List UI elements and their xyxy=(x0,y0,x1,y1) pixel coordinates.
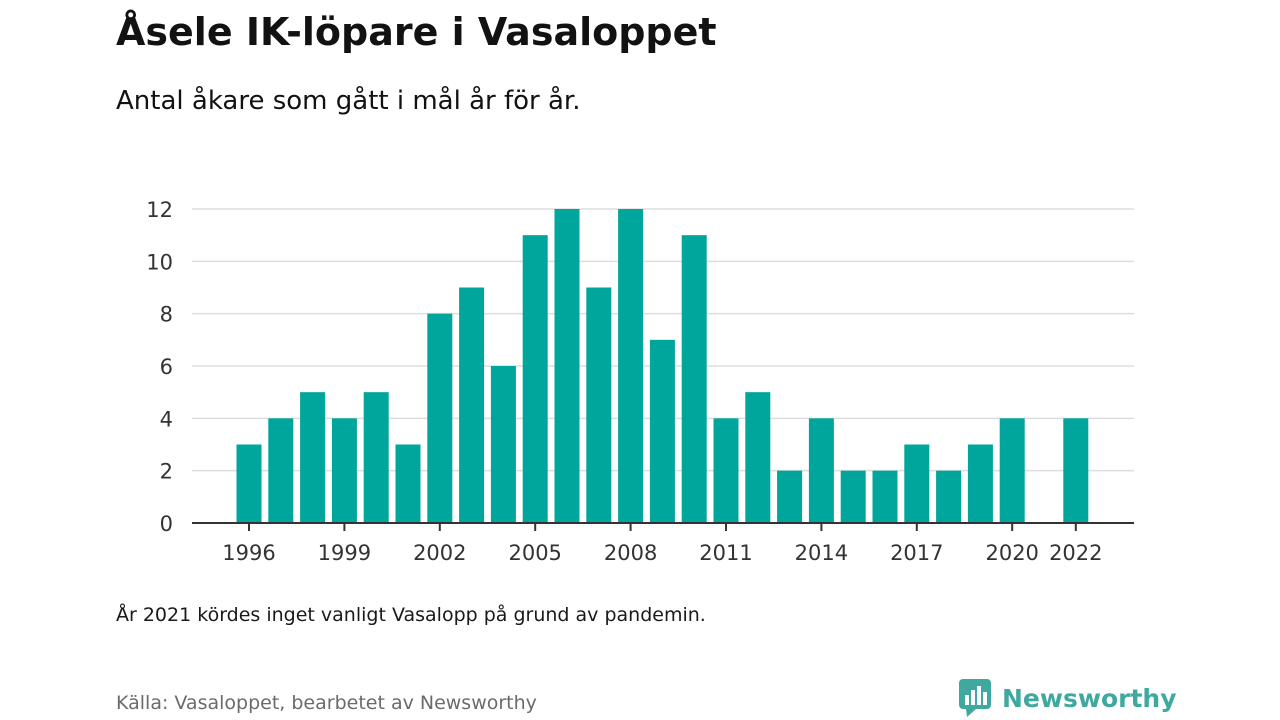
bar-1997 xyxy=(268,418,294,523)
x-tick-label: 1999 xyxy=(318,541,371,565)
bar-2005 xyxy=(522,235,548,523)
bar-2015 xyxy=(840,470,866,523)
bar-2004 xyxy=(490,366,516,523)
x-tick-label: 2011 xyxy=(699,541,752,565)
bars xyxy=(236,209,1089,523)
y-tick-label: 8 xyxy=(160,303,173,327)
bar-2014 xyxy=(808,418,834,523)
logo-text: Newsworthy xyxy=(1002,683,1177,713)
bar-2016 xyxy=(872,470,898,523)
bar-chart: 0 2 4 6 8 10 12 1996 1999 2002 2005 2008 2011 2014 20… xyxy=(146,198,1134,565)
bar-2012 xyxy=(745,392,771,523)
y-axis-labels: 0 2 4 6 8 10 12 xyxy=(146,198,173,536)
bar-2008 xyxy=(618,209,644,523)
chart-title: Åsele IK-löpare i Vasaloppet xyxy=(116,10,717,54)
bar-2002 xyxy=(427,313,453,523)
y-tick-label: 10 xyxy=(146,250,173,274)
bar-2022 xyxy=(1063,418,1089,523)
x-axis-labels: 1996 1999 2002 2005 2008 2011 2014 2017 2020 2022 xyxy=(222,541,1102,565)
chart-note: År 2021 kördes inget vanligt Vasalopp på… xyxy=(116,604,706,626)
bar-1998 xyxy=(300,392,326,523)
bar-2013 xyxy=(777,470,803,523)
x-tick-label: 2002 xyxy=(413,541,466,565)
y-tick-label: 12 xyxy=(146,198,173,222)
x-tick-label: 1996 xyxy=(222,541,275,565)
bar-2001 xyxy=(395,444,421,523)
bar-2011 xyxy=(713,418,739,523)
bar-2017 xyxy=(904,444,930,523)
x-tick-label: 2017 xyxy=(890,541,943,565)
chart-bubble-icon xyxy=(959,679,991,717)
x-tick-label: 2005 xyxy=(508,541,561,565)
chart-subtitle: Antal åkare som gått i mål år för år. xyxy=(116,86,581,116)
bar-2010 xyxy=(681,235,707,523)
y-tick-label: 0 xyxy=(160,512,173,536)
bar-2009 xyxy=(649,339,675,523)
bar-2018 xyxy=(936,470,962,523)
x-tick-label: 2020 xyxy=(985,541,1038,565)
bar-1996 xyxy=(236,444,262,523)
source-credit: Källa: Vasaloppet, bearbetet av Newswort… xyxy=(116,692,537,714)
y-tick-label: 2 xyxy=(160,460,173,484)
x-axis xyxy=(192,522,1134,531)
bar-2007 xyxy=(586,287,612,523)
newsworthy-logo: Newsworthy xyxy=(958,678,1177,718)
x-tick-label: 2014 xyxy=(795,541,848,565)
bar-2003 xyxy=(459,287,485,523)
bar-2000 xyxy=(363,392,389,523)
bar-2019 xyxy=(967,444,993,523)
bar-2006 xyxy=(554,209,580,523)
bar-2020 xyxy=(999,418,1025,523)
x-tick-label: 2008 xyxy=(604,541,657,565)
bar-1999 xyxy=(331,418,357,523)
x-tick-label: 2022 xyxy=(1049,541,1102,565)
y-tick-label: 6 xyxy=(160,355,173,379)
y-tick-label: 4 xyxy=(160,407,173,431)
